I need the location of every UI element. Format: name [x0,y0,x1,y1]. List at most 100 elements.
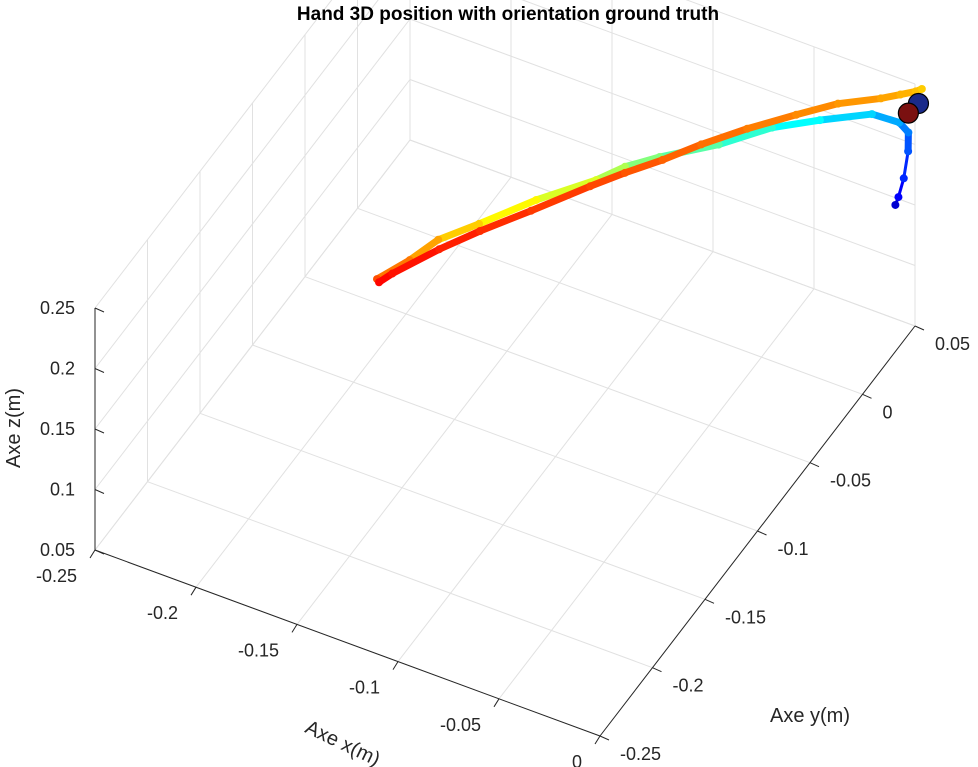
y-tick-label: -0.15 [725,607,766,627]
series-1-point [476,226,485,235]
z-tick-label: 0.25 [40,298,75,318]
x-tick-mark [392,661,399,670]
z-tick-mark [94,307,105,313]
y-tick-mark [757,530,767,536]
series-1-point [743,124,752,133]
y-tick-mark [704,598,715,604]
left-wall-gridline-z [94,139,411,551]
series-0-point [894,193,903,202]
z-tick-mark [94,549,105,555]
left-wall-gridline-z [94,0,333,309]
left-wall-gridline-z [94,0,379,369]
series-1-point [658,155,667,164]
series-1-point [896,90,905,99]
floor-gridline-y [199,412,706,600]
left-wall-gridline-z [94,18,411,430]
series-1-point [527,206,536,215]
series-0-segment [715,124,776,149]
series-1-segment [586,169,629,190]
series-0-segment [592,163,629,184]
series-0-segment [434,220,483,244]
data-layer [373,84,930,287]
series-1-segment [697,125,751,148]
series-0-point [815,116,824,125]
z-tick-label: 0.05 [40,540,75,560]
x-tick-mark [190,586,197,596]
y-tick-label: -0.25 [620,744,661,764]
series-0-point [899,174,908,183]
z-tick-mark [94,489,105,494]
y-tick-label: 0.05 [935,334,970,354]
floor-gridline-y [252,344,758,532]
y-tick-mark [914,325,925,331]
series-0-segment [768,116,824,132]
series-1-segment [527,182,594,215]
series-1-segment [476,207,535,235]
x-tick-mark [594,735,601,745]
y-tick-label: -0.2 [673,676,704,696]
series-1-point [792,110,801,119]
x-tick-label: -0.1 [349,678,380,698]
y-tick-label: 0 [883,402,893,422]
back-wall-gridline-z [521,0,916,145]
x-tick-mark [493,698,500,708]
tick-labels: -0.25 -0.2 -0.15 -0.1 -0.05 0 -0.25 -0.2 -0.15 -0… [36,298,970,767]
floor-gridline-y [147,481,653,669]
x-tick-mark [291,624,298,633]
floor-gridline-y [304,276,811,464]
y-tick-label: -0.1 [778,539,809,559]
x-tick-label: -0.15 [238,640,279,660]
z-tick-label: 0.1 [50,480,75,500]
series-0-point [891,200,900,209]
x-tick-mark [89,549,96,559]
series-0-segment [532,176,600,204]
series-0-segment [868,110,903,127]
y-tick-mark [652,667,662,673]
y-tick-label: -0.05 [830,471,871,491]
series-0-segment [816,110,876,124]
series-1-point [697,140,706,149]
series-1-point [834,99,842,108]
series-0-segment [406,236,442,264]
series-1-point [876,94,885,103]
series-1-segment [621,156,667,177]
series-0-point [904,147,913,156]
z-tick-mark [94,368,105,373]
z-tick-label: 0.2 [50,359,75,379]
x-tick-label: -0.25 [36,566,77,586]
series-1-segment [834,94,885,108]
series-3-marker [897,102,919,124]
series-0-segment [621,153,664,171]
series-1-segment [743,111,800,133]
left-wall-gridline-z [94,79,411,490]
z-tick-mark [94,428,105,434]
y-tick-mark [862,393,872,399]
series-0-point [475,219,484,228]
z-axis-label: Axe z(m) [3,388,25,468]
series-1-point [435,245,444,254]
x-tick-label: -0.05 [440,715,481,735]
series-1-segment [792,100,842,119]
y-tick-mark [809,462,820,468]
axis-layer [89,307,925,745]
back-wall-gridline-z [409,18,916,206]
series-0-point [434,235,443,244]
x-axis-line [94,549,601,737]
y-axis-label: Axe y(m) [770,705,850,727]
z-tick-label: 0.15 [40,419,75,439]
series-1-segment [388,245,443,278]
series-0-segment [902,149,910,180]
series-1-point [388,269,397,278]
series-0-segment [475,196,540,228]
x-tick-label: -0.2 [147,603,178,623]
back-wall-gridline-z [409,139,916,327]
series-0-point [532,195,541,204]
series-1-point [917,84,926,93]
back-wall-gridline-z [685,0,916,85]
x-tick-label: 0 [572,752,582,767]
series-0-point [904,128,913,137]
back-wall-gridline-z [409,79,916,266]
series-1-segment [659,140,705,164]
